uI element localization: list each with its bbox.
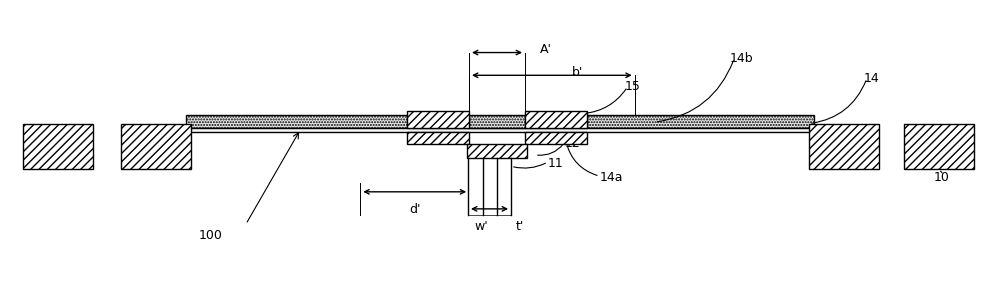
Bar: [121, 124, 191, 169]
Text: 15: 15: [625, 80, 641, 93]
Bar: [525, 132, 587, 144]
Bar: [904, 124, 974, 169]
Text: A': A': [540, 43, 552, 56]
Bar: [23, 124, 93, 169]
Text: 12: 12: [565, 137, 581, 150]
Text: 10: 10: [934, 171, 950, 184]
Text: b': b': [572, 66, 583, 79]
Text: 11: 11: [548, 157, 564, 170]
Text: t': t': [516, 220, 524, 233]
Bar: [407, 132, 469, 144]
Text: d': d': [409, 203, 420, 216]
Bar: [467, 144, 527, 158]
Bar: [525, 111, 587, 128]
Bar: [407, 111, 469, 128]
Bar: [469, 115, 525, 128]
Text: w': w': [474, 220, 488, 233]
Bar: [809, 124, 879, 169]
Text: 14a: 14a: [600, 171, 623, 184]
Bar: [186, 128, 814, 132]
Text: 14b: 14b: [729, 52, 753, 65]
Text: 100: 100: [199, 229, 223, 243]
Bar: [587, 115, 814, 128]
Bar: [186, 115, 407, 128]
Text: 14: 14: [864, 72, 880, 85]
